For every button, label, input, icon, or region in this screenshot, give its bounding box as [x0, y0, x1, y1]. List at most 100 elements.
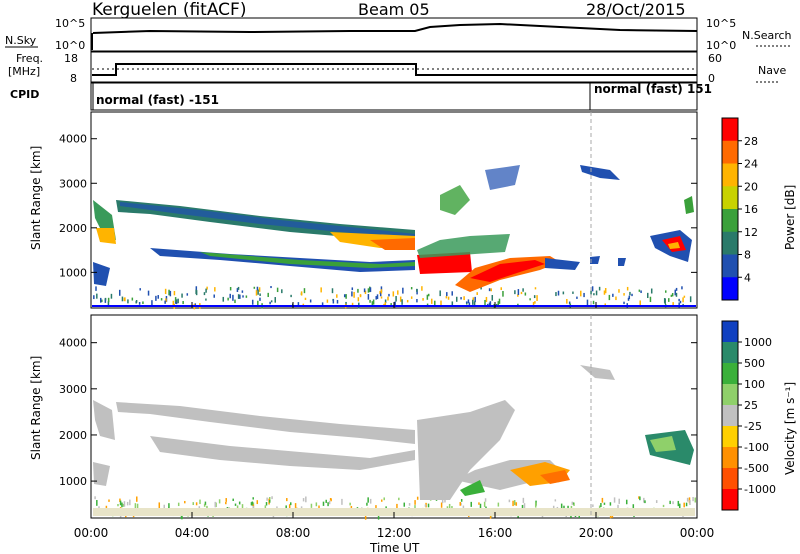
- noise-speck: [142, 301, 144, 304]
- noise-speck: [583, 292, 585, 298]
- noise-speck: [576, 296, 578, 299]
- noise-speck: [302, 498, 305, 502]
- nave-tick-top: 60: [708, 52, 722, 65]
- noise-speck: [377, 513, 380, 520]
- time-axis: 00:00 04:00 08:00 12:00 16:00 20:00 00:00: [74, 302, 714, 540]
- noise-speck: [288, 504, 291, 509]
- noise-speck: [101, 299, 103, 303]
- noise-speck: [650, 288, 653, 294]
- noise-speck: [683, 295, 686, 298]
- noise-speck: [139, 288, 141, 291]
- colorbar-swatch: [722, 321, 738, 343]
- noise-speck: [560, 503, 563, 509]
- noise-speck: [252, 497, 254, 500]
- noise-speck: [107, 297, 110, 303]
- noise-speck: [222, 296, 225, 302]
- y-tick-label: 2000: [59, 429, 87, 442]
- noise-speck: [151, 300, 153, 306]
- noise-speck: [502, 290, 504, 297]
- noise-speck: [134, 503, 137, 509]
- noise-speck: [410, 296, 413, 299]
- noise-speck: [177, 298, 179, 304]
- noise-speck: [416, 288, 418, 292]
- noise-speck: [203, 503, 206, 507]
- noise-speck: [351, 291, 353, 297]
- noise-speck: [104, 298, 107, 303]
- sky-label: N.Sky: [5, 34, 37, 47]
- noise-speck: [398, 497, 400, 501]
- beam-title: Beam 05: [358, 0, 430, 19]
- x-tick-label: 08:00: [276, 526, 311, 540]
- station-title: Kerguelen (fitACF): [92, 0, 246, 20]
- noise-speck: [147, 290, 150, 296]
- colorbar-tick-label: 100: [744, 378, 765, 391]
- noise-speck: [671, 293, 674, 297]
- noise-speck: [214, 287, 216, 292]
- sky-panel: N.Sky 10^5 10^0 10^5 10^0 N.Search: [5, 17, 792, 52]
- noise-speck: [379, 292, 382, 297]
- noise-speck: [351, 287, 354, 291]
- noise-speck: [242, 295, 244, 298]
- noise-speck: [259, 293, 261, 296]
- noise-speck: [245, 295, 248, 298]
- noise-speck: [225, 502, 227, 505]
- noise-speck: [408, 503, 411, 506]
- noise-speck: [446, 506, 449, 510]
- noise-speck: [310, 503, 313, 508]
- freq-label-line2: [MHz]: [8, 65, 40, 78]
- noise-speck: [448, 503, 451, 510]
- noise-speck: [643, 497, 645, 503]
- noise-speck: [375, 505, 377, 510]
- noise-speck: [203, 292, 206, 296]
- noise-speck: [155, 295, 157, 301]
- noise-speck: [229, 286, 232, 291]
- power-colorbar-label: Power [dB]: [783, 185, 797, 250]
- noise-speck: [478, 502, 480, 505]
- noise-speck: [460, 502, 462, 506]
- noise-speck: [127, 299, 129, 304]
- noise-speck: [265, 502, 268, 506]
- colorbar-swatch: [722, 163, 738, 187]
- noise-speck: [529, 298, 531, 301]
- noise-speck: [573, 502, 575, 506]
- noise-speck: [603, 502, 606, 505]
- noise-speck: [552, 505, 555, 510]
- noise-speck: [497, 502, 500, 507]
- noise-speck: [119, 500, 122, 506]
- noise-speck: [353, 291, 355, 298]
- noise-speck: [534, 287, 537, 290]
- noise-speck: [670, 294, 673, 297]
- noise-speck: [517, 303, 519, 307]
- noise-speck: [532, 302, 535, 308]
- noise-speck: [131, 297, 134, 301]
- noise-speck: [609, 513, 612, 519]
- noise-speck: [325, 499, 327, 503]
- colorbar-tick-label: -25: [744, 420, 762, 433]
- noise-speck: [615, 296, 617, 301]
- power-ylabel: Slant Range [km]: [29, 146, 43, 250]
- noise-speck: [497, 301, 500, 306]
- noise-speck: [329, 498, 332, 501]
- noise-speck: [593, 293, 595, 296]
- noise-speck: [122, 503, 125, 507]
- noise-speck: [460, 498, 463, 502]
- noise-speck: [238, 501, 241, 505]
- noise-speck: [592, 504, 594, 508]
- noise-speck: [252, 505, 254, 509]
- noise-speck: [290, 294, 292, 298]
- noise-speck: [451, 506, 453, 509]
- noise-speck: [604, 303, 607, 306]
- colorbar-tick-label: 28: [744, 135, 758, 148]
- noise-speck: [205, 288, 207, 293]
- noise-speck: [232, 294, 234, 301]
- search-tick-bottom: 10^0: [706, 39, 736, 52]
- noise-speck: [359, 294, 362, 297]
- noise-speck: [194, 303, 197, 306]
- x-tick-label: 20:00: [579, 526, 614, 540]
- noise-speck: [289, 502, 292, 506]
- noise-speck: [380, 296, 383, 299]
- noise-speck: [640, 290, 642, 294]
- noise-speck: [623, 293, 625, 296]
- noise-speck: [164, 288, 167, 295]
- noise-speck: [488, 302, 491, 307]
